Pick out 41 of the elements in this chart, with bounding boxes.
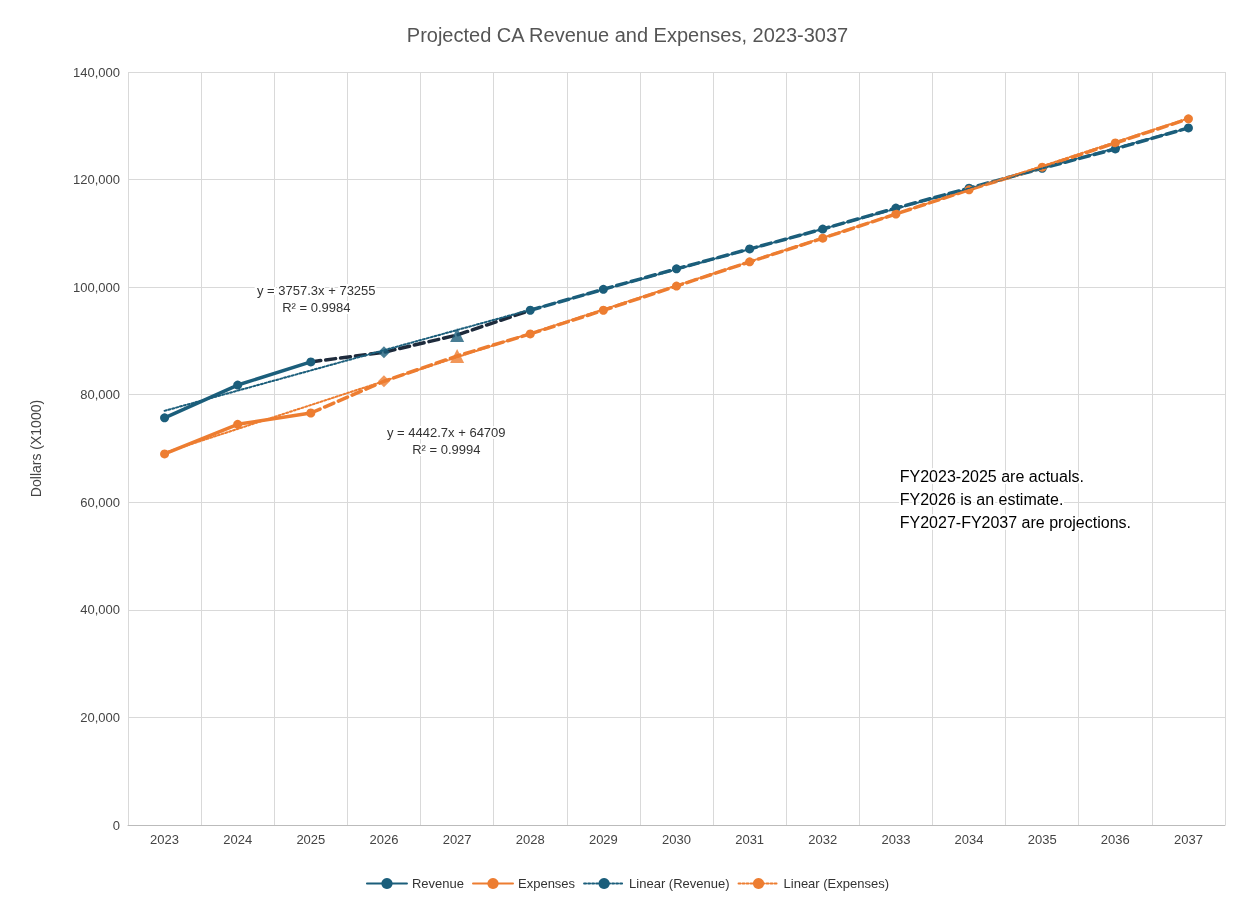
x-tick-label: 2035 (1027, 832, 1057, 847)
x-tick-label: 2030 (662, 832, 691, 847)
y-axis-title: Dollars (X1000) (28, 399, 44, 498)
point (233, 380, 243, 390)
legend-label: Expenses (518, 876, 576, 891)
point (160, 413, 170, 423)
x-tick-label: 2025 (296, 832, 326, 847)
y-tick-label: 80,000 (80, 387, 120, 403)
x-tick-label: 2027 (442, 832, 472, 847)
point (233, 419, 243, 429)
annotation: FY2023-2025 are actuals. FY2026 is an estimate. FY2027-FY2037 are projections. (899, 468, 1132, 531)
y-tick-label: 120,000 (73, 172, 120, 188)
point (306, 357, 316, 367)
x-tick-label: 2023 (150, 832, 180, 847)
y-tick-label: 40,000 (80, 602, 120, 618)
legend-label: Linear (Expenses) (783, 876, 890, 891)
point (377, 346, 390, 359)
x-tick-label: 2026 (369, 832, 399, 847)
x-tick-label: 2037 (1173, 832, 1203, 847)
legend-label: Linear (Revenue) (629, 876, 730, 891)
x-tick-label: 2028 (515, 832, 545, 847)
x-tick-label: 2024 (223, 832, 253, 847)
chart-title: Projected CA Revenue and Expenses, 2023-3037 (406, 24, 849, 46)
y-tick-label: 100,000 (73, 279, 120, 295)
annotation: y = 4442.7x + 64709 R² = 0.9994 (387, 425, 506, 457)
point (306, 408, 316, 418)
point (377, 375, 390, 388)
y-tick-label: 20,000 (80, 709, 120, 725)
x-tick-label: 2032 (808, 832, 838, 847)
y-tick-label: 140,000 (73, 64, 120, 80)
x-tick-label: 2033 (881, 832, 911, 847)
y-tick-label: 60,000 (80, 494, 120, 510)
x-tick-label: 2036 (1100, 832, 1130, 847)
point (450, 328, 465, 343)
point (450, 348, 465, 363)
x-tick-label: 2029 (588, 832, 618, 847)
x-tick-label: 2031 (735, 832, 765, 847)
annotation: y = 3757.3x + 73255 R² = 0.9984 (257, 283, 376, 315)
x-tick-label: 2034 (954, 832, 984, 847)
y-tick-label: 0 (112, 817, 120, 833)
legend-label: Revenue (411, 876, 465, 891)
